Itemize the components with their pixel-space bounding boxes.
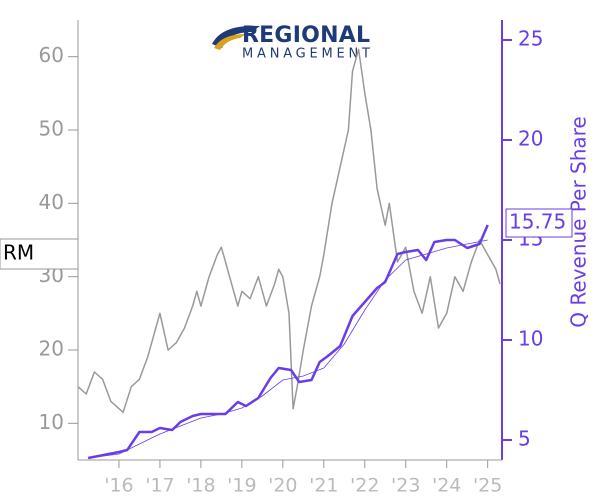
x-tick-label: '20 [268, 475, 297, 497]
logo-text: REGIONAL [242, 23, 370, 48]
y2-tick-label: 10 [518, 327, 543, 351]
x-tick-label: '21 [309, 475, 338, 497]
y-tick-label: 60 [39, 43, 64, 67]
x-tick-label: '16 [104, 475, 133, 497]
y2-tick-label: 25 [518, 27, 543, 51]
value-label: 15.75 [509, 210, 566, 234]
x-tick-label: '23 [391, 475, 420, 497]
x-tick-label: '22 [350, 475, 379, 497]
x-tick-label: '25 [473, 475, 502, 497]
logo-text: MANAGEMENT [242, 47, 370, 62]
y2-tick-label: 5 [518, 427, 531, 451]
logo-swoosh [214, 34, 246, 50]
legend-box [0, 238, 79, 270]
y-tick-label: 50 [39, 117, 64, 141]
series-line [77, 48, 501, 414]
x-tick-label: '18 [186, 475, 215, 497]
x-tick-label: '17 [145, 475, 174, 497]
series-line [87, 224, 489, 460]
y2-tick-label: 20 [518, 127, 543, 151]
y-tick-label: 40 [39, 190, 64, 214]
x-tick-label: '19 [227, 475, 256, 497]
y-tick-label: 10 [39, 410, 64, 434]
x-tick-label: '24 [432, 475, 461, 497]
series-line [88, 239, 488, 459]
legend-label: RM [3, 241, 34, 265]
value-box [505, 208, 573, 238]
y-tick-label: 20 [39, 337, 64, 361]
